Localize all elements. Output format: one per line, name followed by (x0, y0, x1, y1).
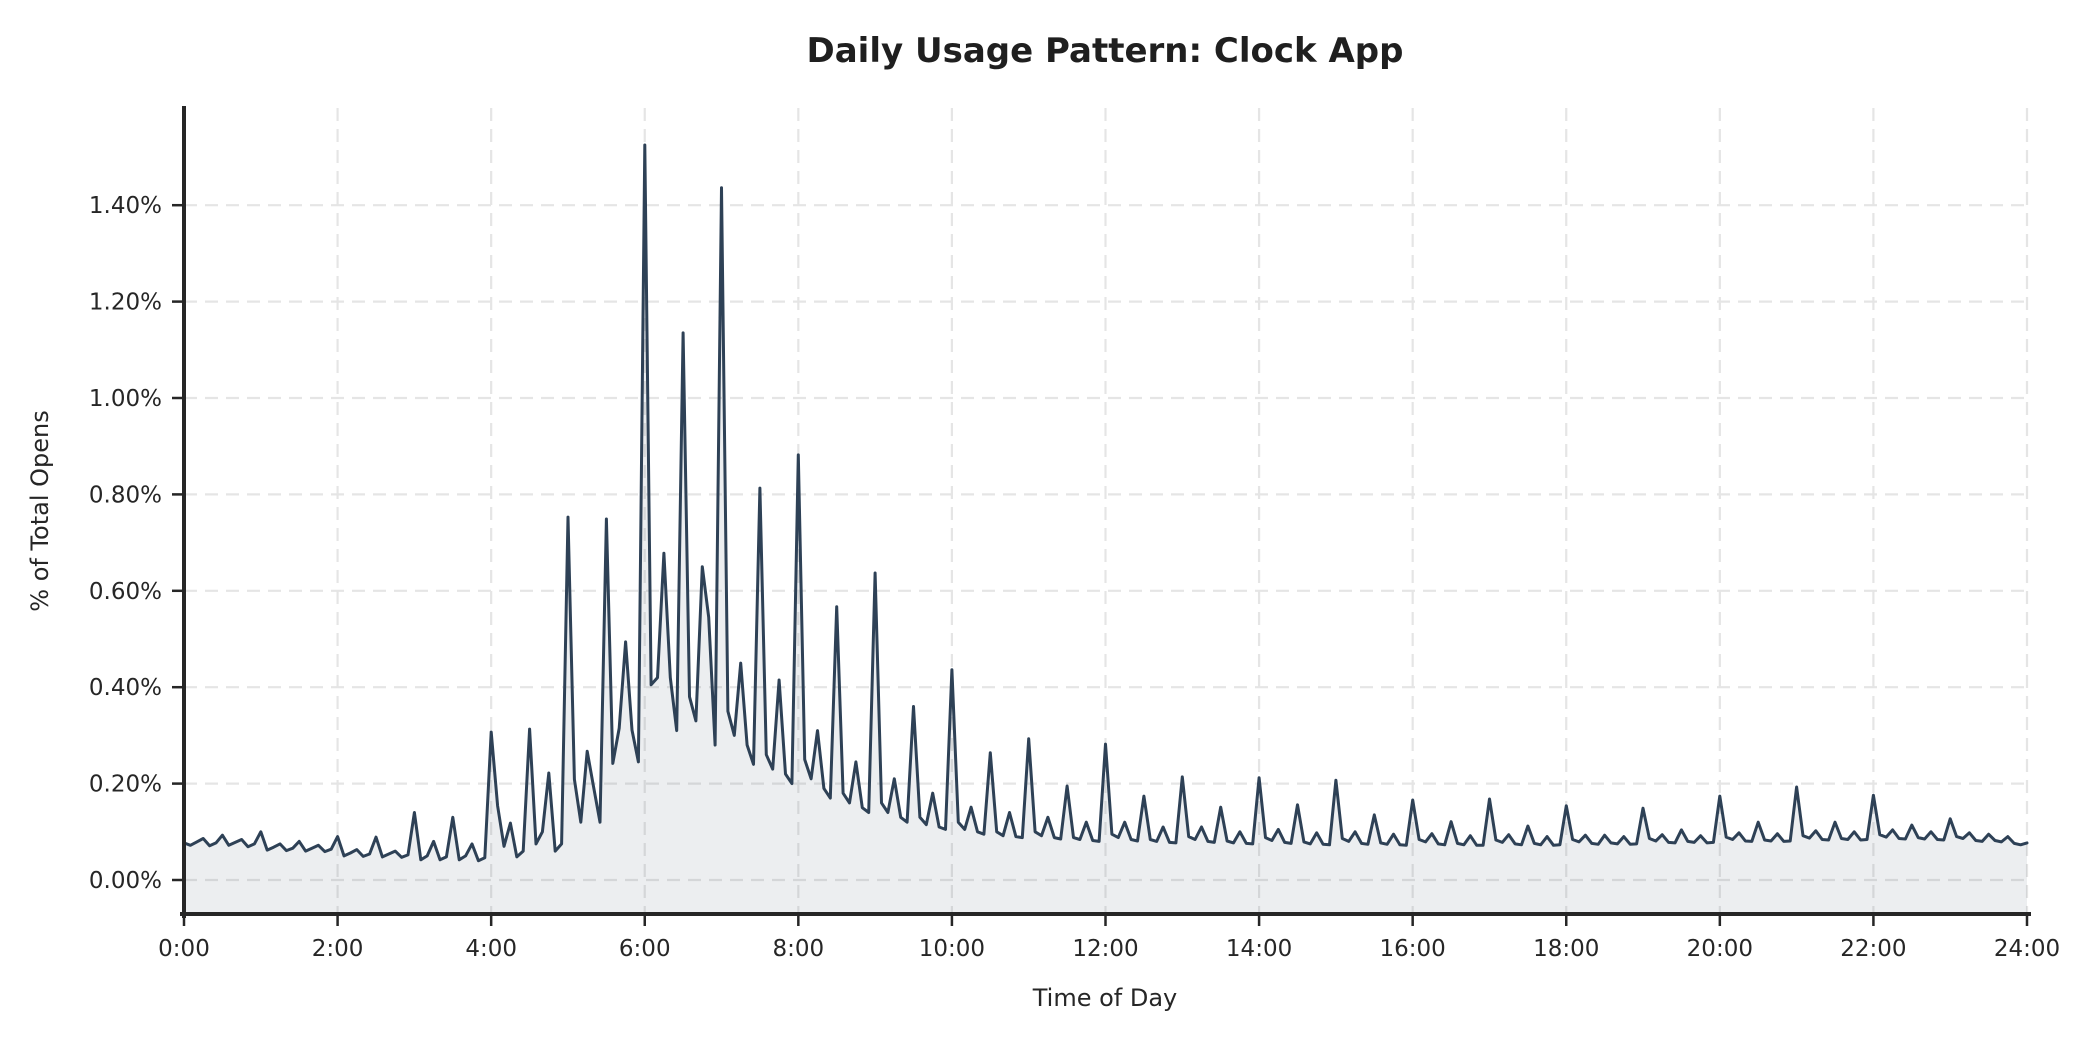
x-tick-label: 16:00 (1380, 936, 1446, 962)
y-tick-label: 0.40% (89, 675, 162, 701)
x-tick-label: 22:00 (1840, 936, 1906, 962)
x-tick-label: 14:00 (1226, 936, 1292, 962)
usage-area-fill (184, 145, 2027, 914)
x-tick-label: 4:00 (465, 936, 517, 962)
x-tick-label: 0:00 (158, 936, 210, 962)
x-tick-label: 8:00 (773, 936, 825, 962)
y-axis-title: % of Total Opens (26, 410, 54, 611)
x-tick-label: 6:00 (619, 936, 671, 962)
x-axis-title: Time of Day (1032, 984, 1178, 1012)
x-tick-label: 18:00 (1533, 936, 1599, 962)
tick-mark-layer (172, 203, 2029, 926)
x-tick-label: 2:00 (312, 936, 364, 962)
chart-title: Daily Usage Pattern: Clock App (807, 31, 1404, 71)
y-tick-label: 1.20% (89, 290, 162, 316)
x-tick-label: 12:00 (1072, 936, 1138, 962)
grid-layer (182, 108, 2029, 914)
y-tick-label: 1.40% (89, 193, 162, 219)
y-tick-label: 0.20% (89, 772, 162, 798)
x-tick-label: 20:00 (1687, 936, 1753, 962)
tick-label-layer: 0:00 2:00 4:00 6:00 8:00 10:00 12:00 14:00 16:00… (89, 193, 2060, 962)
y-tick-label: 0.60% (89, 579, 162, 605)
usage-series-line (182, 143, 2029, 863)
y-tick-label: 1.00% (89, 386, 162, 412)
area-fill-layer (184, 145, 2027, 914)
x-tick-label: 10:00 (919, 936, 985, 962)
y-tick-label: 0.00% (89, 868, 162, 894)
x-tick-label: 24:00 (1994, 936, 2060, 962)
series-line-layer (182, 143, 2029, 863)
y-tick-label: 0.80% (89, 482, 162, 508)
